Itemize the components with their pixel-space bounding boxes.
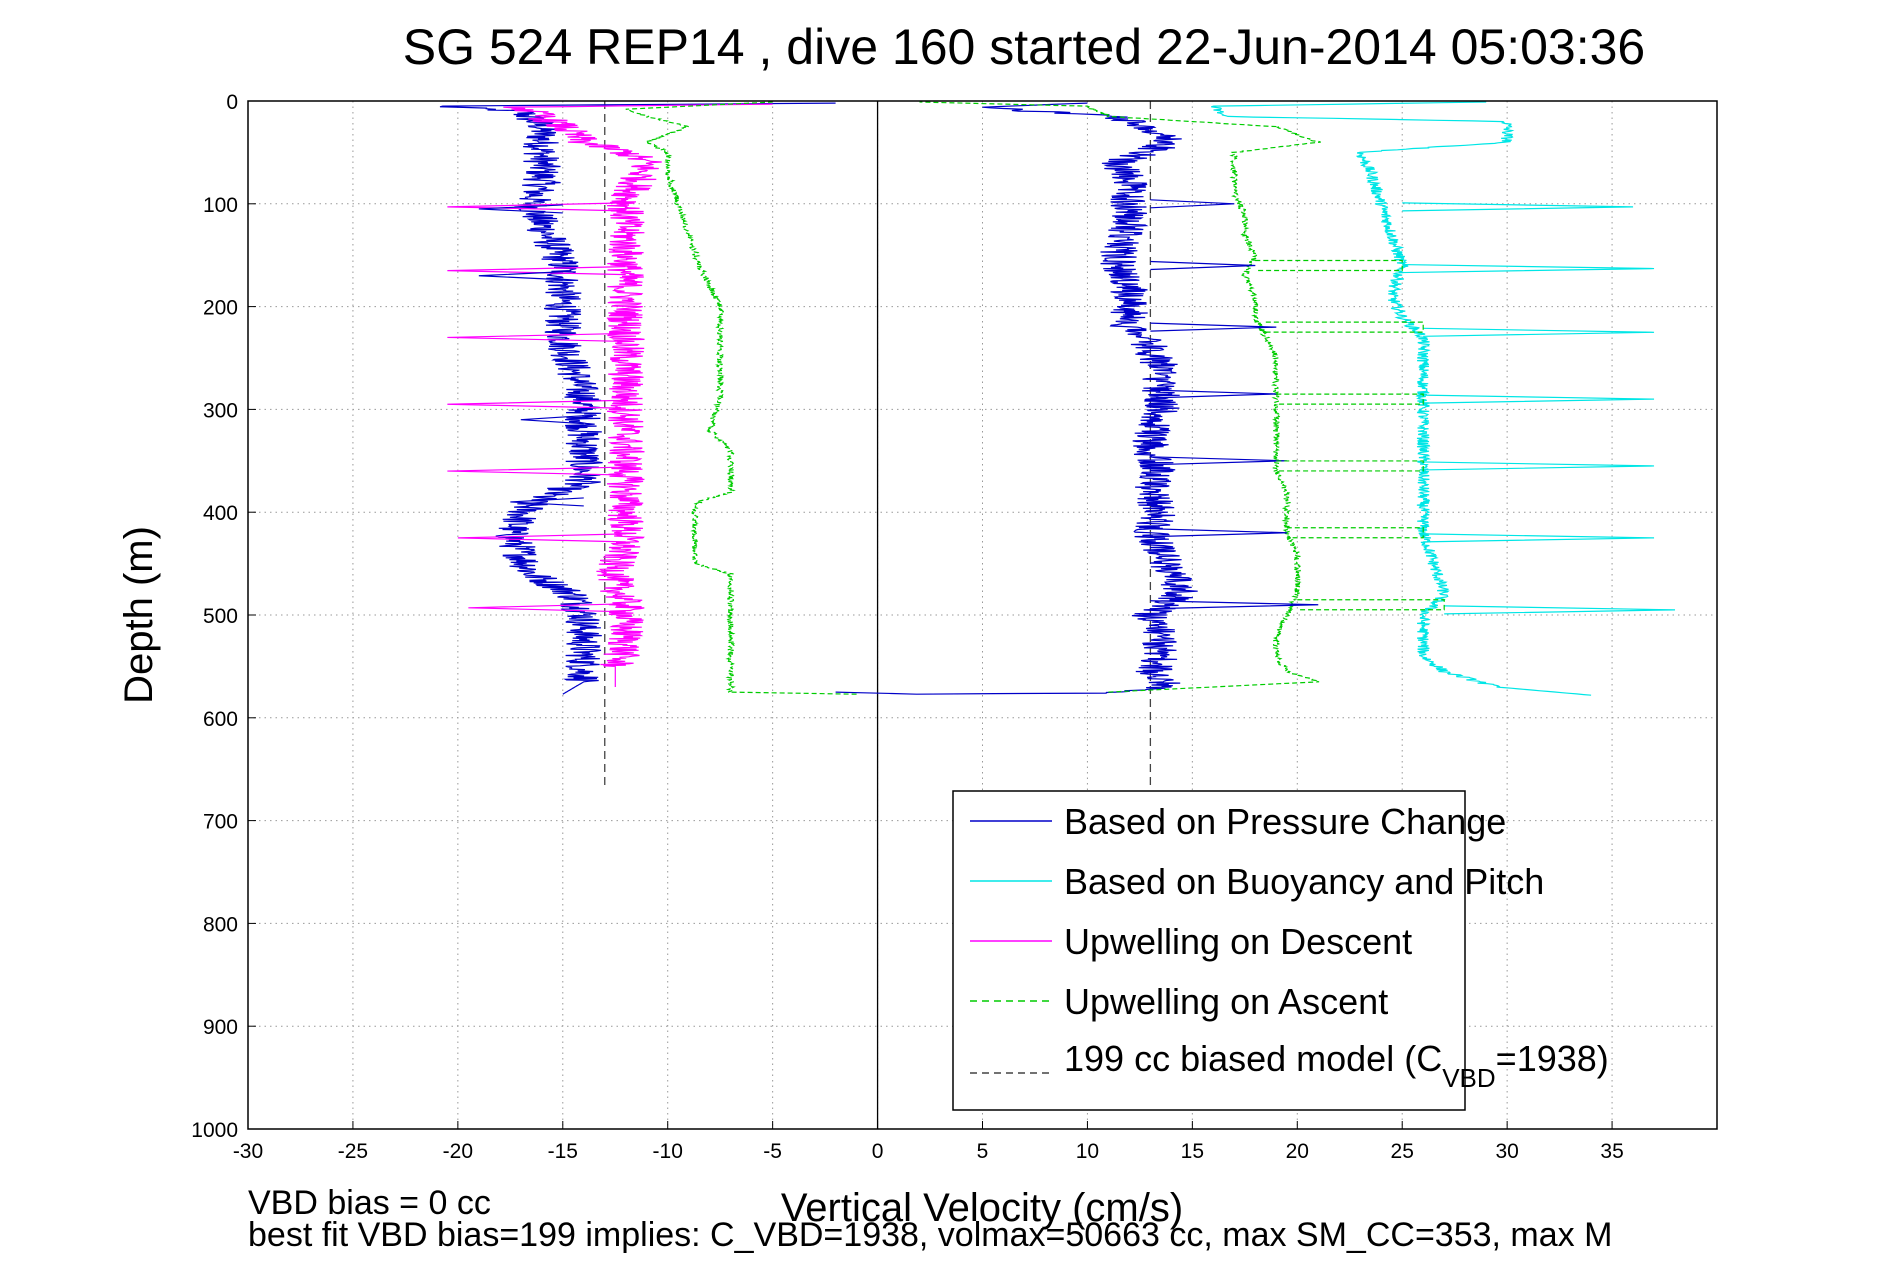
- legend-label-model-main: 199 cc biased model (C: [1064, 1038, 1442, 1079]
- legend-label-model-sub: VBD: [1442, 1063, 1495, 1093]
- spike: [1150, 457, 1286, 465]
- spike: [1150, 261, 1255, 269]
- y-tick-label: 700: [203, 811, 238, 834]
- y-tick-label: 0: [226, 91, 238, 114]
- ascent-spike: [1255, 260, 1402, 270]
- spike: [1423, 534, 1654, 542]
- x-tick-label: -10: [653, 1140, 683, 1163]
- spike: [447, 467, 625, 475]
- y-tick-label: 500: [203, 605, 238, 628]
- spike: [1402, 265, 1654, 273]
- x-tick-label: -15: [548, 1140, 578, 1163]
- x-tick-label: 15: [1181, 1140, 1204, 1163]
- velocity-depth-chart: SG 524 REP14 , dive 160 started 22-Jun-2…: [0, 0, 1891, 1262]
- ascent-spike: [1276, 461, 1423, 471]
- spike: [1423, 328, 1654, 336]
- y-tick-label: 200: [203, 297, 238, 320]
- series-1: [836, 103, 1198, 694]
- chart-title: SG 524 REP14 , dive 160 started 22-Jun-2…: [403, 19, 1646, 75]
- y-tick-label: 400: [203, 502, 238, 525]
- spike: [447, 400, 625, 408]
- y-tick-label: 100: [203, 194, 238, 217]
- x-tick-label: 0: [872, 1140, 884, 1163]
- x-tick-label: 30: [1495, 1140, 1518, 1163]
- y-tick-label: 1000: [191, 1119, 238, 1142]
- spike: [1423, 395, 1654, 403]
- spike: [458, 534, 626, 542]
- x-tick-label: -30: [233, 1140, 263, 1163]
- x-tick-label: 5: [977, 1140, 989, 1163]
- x-tick-label: -5: [763, 1140, 782, 1163]
- legend-label-pressure: Based on Pressure Change: [1064, 801, 1506, 842]
- series-4: [626, 102, 857, 694]
- spike: [1150, 323, 1276, 331]
- spike: [1444, 606, 1675, 614]
- y-tick-label: 300: [203, 399, 238, 422]
- ascent-spike: [1276, 394, 1423, 404]
- x-tick-label: 35: [1600, 1140, 1623, 1163]
- legend-label-ascent: Upwelling on Ascent: [1064, 981, 1388, 1022]
- series-3: [503, 104, 772, 687]
- x-tick-label: 20: [1286, 1140, 1309, 1163]
- y-axis-label: Depth (m): [117, 526, 161, 704]
- legend-label-model-tail: =1938): [1496, 1038, 1609, 1079]
- y-tick-label: 800: [203, 913, 238, 936]
- spike: [1423, 462, 1654, 470]
- footer-fit-line: best fit VBD bias=199 implies: C_VBD=193…: [248, 1216, 1612, 1254]
- x-tick-label: -25: [338, 1140, 368, 1163]
- spike: [447, 333, 625, 341]
- spike: [1150, 529, 1286, 537]
- ascent-spike: [1266, 322, 1423, 332]
- ascent-spike: [1287, 528, 1423, 538]
- legend-label-descent: Upwelling on Descent: [1064, 921, 1412, 962]
- y-tick-label: 600: [203, 708, 238, 731]
- y-tick-label: 900: [203, 1016, 238, 1039]
- ascent-spike: [1297, 600, 1444, 610]
- spike: [468, 604, 625, 612]
- x-tick-label: 25: [1391, 1140, 1414, 1163]
- spike: [1402, 203, 1633, 211]
- x-tick-label: 10: [1076, 1140, 1099, 1163]
- legend: Based on Pressure Change Based on Buoyan…: [953, 791, 1609, 1110]
- legend-label-buoyancy: Based on Buoyancy and Pitch: [1064, 861, 1544, 902]
- x-tick-label: -20: [443, 1140, 473, 1163]
